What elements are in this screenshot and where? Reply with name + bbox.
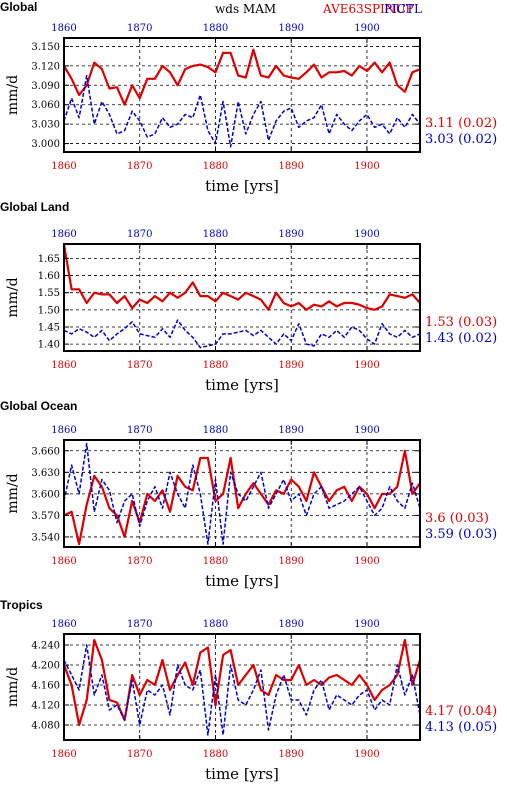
panel-0-ytick-label: 3.120 <box>31 61 60 72</box>
panel-3-xtick-label-bottom: 1890 <box>279 749 304 760</box>
panel-2-xtick-label-top: 1860 <box>51 425 76 436</box>
panel-0-ytick-label: 3.150 <box>31 42 60 53</box>
panel-3-frame <box>63 633 421 741</box>
panel-0-title: Global <box>0 0 37 14</box>
panel-1-x-axis-label: time [yrs] <box>205 376 279 394</box>
panel-0-xtick-label-top: 1900 <box>354 23 379 34</box>
panel-0-series-red-line <box>63 48 421 106</box>
panel-3-x-axis-label: time [yrs] <box>205 765 279 783</box>
panel-0-ytick-label: 3.090 <box>31 81 60 92</box>
panel-1-xtick-label-top: 1890 <box>279 229 304 240</box>
panel-3-ytick-label: 4.240 <box>31 641 60 652</box>
panel-2-xtick-label-top: 1870 <box>127 425 152 436</box>
panel-1-xtick-label-top: 1870 <box>127 229 152 240</box>
panel-2-x-axis-label: time [yrs] <box>205 572 279 590</box>
panel-0-xtick-label-bottom: 1900 <box>354 161 379 172</box>
panel-1-xtick-label-bottom: 1860 <box>51 360 76 371</box>
panel-1-series-blue-line <box>63 319 421 349</box>
header-series-red: AVE63SPINUP <box>322 2 414 16</box>
panel-2-xtick-label-bottom: 1860 <box>51 556 76 567</box>
panel-3-title: Tropics <box>0 598 43 612</box>
panel-1-xtick-label-bottom: 1880 <box>203 360 228 371</box>
panel-0-frame <box>63 37 421 153</box>
panel-3-xtick-label-top: 1900 <box>354 619 379 630</box>
panel-3-ytick-label: 4.120 <box>31 701 60 712</box>
panel-1-xtick-label-top: 1860 <box>51 229 76 240</box>
panel-3-series-blue-line <box>63 644 421 736</box>
panel-0-y-axis-label: mm/d <box>5 75 21 115</box>
panel-2-xtick-label-top: 1900 <box>354 425 379 436</box>
panel-3-ytick-label: 4.160 <box>31 681 60 692</box>
panel-0-stat-red: 3.11 (0.02) <box>425 116 497 131</box>
panel-2-stat-blue: 3.59 (0.03) <box>425 527 497 542</box>
panel-0-x-axis-label: time [yrs] <box>205 177 279 195</box>
panel-3-stat-blue: 4.13 (0.05) <box>425 720 497 735</box>
panel-0-ytick-label: 3.030 <box>31 120 60 131</box>
panel-1-frame <box>63 243 421 352</box>
header-series-blue: PICTL <box>384 2 422 16</box>
panel-2-stat-red: 3.6 (0.03) <box>425 511 489 526</box>
panel-0-xtick-label-top: 1890 <box>279 23 304 34</box>
panel-1-ytick-label: 1.60 <box>38 271 60 282</box>
panel-2-xtick-label-bottom: 1880 <box>203 556 228 567</box>
panel-3-xtick-label-bottom: 1860 <box>51 749 76 760</box>
panel-3-xtick-label-bottom: 1900 <box>354 749 379 760</box>
panel-2-series-blue-line <box>63 442 421 545</box>
panel-3-xtick-label-top: 1890 <box>279 619 304 630</box>
header-center: wds MAM <box>215 2 276 16</box>
panel-2-xtick-label-bottom: 1900 <box>354 556 379 567</box>
panel-0-xtick-label-top: 1870 <box>127 23 152 34</box>
panel-0-xtick-label-bottom: 1870 <box>127 161 152 172</box>
panel-1-xtick-label-top: 1900 <box>354 229 379 240</box>
panel-1-ytick-label: 1.55 <box>38 288 60 299</box>
panel-2-ytick-label: 3.660 <box>31 446 60 457</box>
panel-2-ytick-label: 3.630 <box>31 468 60 479</box>
panel-1-ytick-label: 1.50 <box>38 305 60 316</box>
panel-2-series-red-line <box>63 449 421 546</box>
panel-1-xtick-label-bottom: 1900 <box>354 360 379 371</box>
panel-2-xtick-label-bottom: 1890 <box>279 556 304 567</box>
panel-3-ytick-label: 4.200 <box>31 661 60 672</box>
panel-2-xtick-label-top: 1880 <box>203 425 228 436</box>
panel-3-xtick-label-top: 1870 <box>127 619 152 630</box>
panel-0-ytick-label: 3.060 <box>31 100 60 111</box>
panel-3-xtick-label-bottom: 1870 <box>127 749 152 760</box>
panel-3-xtick-label-top: 1860 <box>51 619 76 630</box>
panel-0-xtick-label-top: 1860 <box>51 23 76 34</box>
panel-3-stat-red: 4.17 (0.04) <box>425 704 497 719</box>
panel-2-ytick-label: 3.570 <box>31 511 60 522</box>
panel-1-stat-red: 1.53 (0.03) <box>425 315 497 330</box>
panel-3-y-axis-label: mm/d <box>5 667 21 707</box>
panel-1-ytick-label: 1.40 <box>38 340 60 351</box>
panel-1-y-axis-label: mm/d <box>5 277 21 317</box>
panel-2-ytick-label: 3.540 <box>31 532 60 543</box>
panel-2-xtick-label-top: 1890 <box>279 425 304 436</box>
panel-0-xtick-label-bottom: 1890 <box>279 161 304 172</box>
panel-0-xtick-label-top: 1880 <box>203 23 228 34</box>
panel-0-stat-blue: 3.03 (0.02) <box>425 132 497 147</box>
panel-1-series-red-line <box>62 244 421 311</box>
panel-1-stat-blue: 1.43 (0.02) <box>425 331 497 346</box>
panel-3-ytick-label: 4.080 <box>31 721 60 732</box>
panel-1-ytick-label: 1.65 <box>38 254 60 265</box>
panel-0-series-blue-line <box>63 74 421 148</box>
panel-1-xtick-label-bottom: 1890 <box>279 360 304 371</box>
panel-1-xtick-label-bottom: 1870 <box>127 360 152 371</box>
panel-0-xtick-label-bottom: 1860 <box>51 161 76 172</box>
panel-3-series-red-line <box>62 638 422 727</box>
panel-1-ytick-label: 1.45 <box>38 322 60 333</box>
panel-2-ytick-label: 3.600 <box>31 489 60 500</box>
panel-1-title: Global Land <box>0 200 69 214</box>
panel-0-xtick-label-bottom: 1880 <box>203 161 228 172</box>
panel-0-ytick-label: 3.000 <box>31 139 60 150</box>
panel-2-y-axis-label: mm/d <box>5 473 21 513</box>
panel-2-title: Global Ocean <box>0 399 77 413</box>
panel-1-xtick-label-top: 1880 <box>203 229 228 240</box>
panel-3-xtick-label-bottom: 1880 <box>203 749 228 760</box>
panel-3-xtick-label-top: 1880 <box>203 619 228 630</box>
panel-2-xtick-label-bottom: 1870 <box>127 556 152 567</box>
